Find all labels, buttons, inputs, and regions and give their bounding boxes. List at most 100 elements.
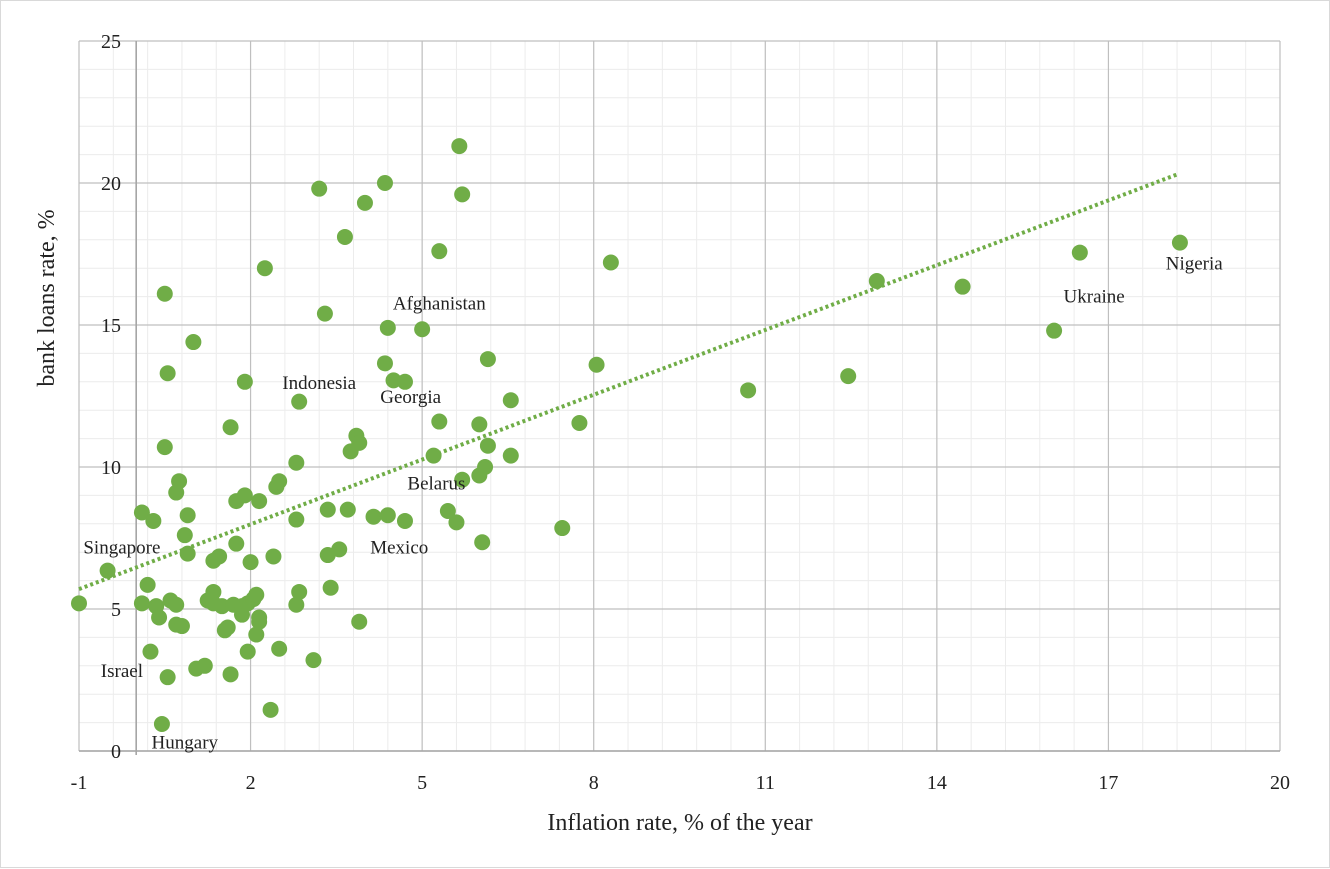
data-point xyxy=(142,643,159,660)
annotation-label: Belarus xyxy=(407,474,465,495)
data-point xyxy=(454,186,471,203)
data-point xyxy=(451,138,468,155)
data-point xyxy=(288,511,305,528)
annotation-label: Singapore xyxy=(83,538,160,559)
data-point xyxy=(571,414,588,431)
data-point xyxy=(251,493,268,510)
data-point xyxy=(222,666,239,683)
data-point xyxy=(331,541,348,558)
data-point xyxy=(396,512,413,529)
annotation-label: Israel xyxy=(101,661,143,682)
data-point xyxy=(168,484,185,501)
y-tick-label: 10 xyxy=(101,457,121,479)
data-point xyxy=(376,175,393,191)
data-point xyxy=(133,595,150,612)
data-point xyxy=(311,180,328,197)
data-point xyxy=(196,657,213,674)
data-point xyxy=(502,392,519,409)
data-point xyxy=(479,351,496,368)
data-point xyxy=(474,534,491,551)
data-point xyxy=(288,596,305,613)
x-tick-label: 14 xyxy=(927,772,947,794)
data-point xyxy=(256,260,273,277)
data-point xyxy=(185,334,202,351)
data-point xyxy=(156,285,173,302)
data-point xyxy=(248,586,265,603)
data-point xyxy=(602,254,619,271)
data-point xyxy=(316,305,333,322)
x-tick-label: 11 xyxy=(756,772,775,794)
data-point xyxy=(502,447,519,464)
data-point xyxy=(376,355,393,372)
data-point xyxy=(236,487,253,504)
data-point xyxy=(431,243,448,260)
data-point xyxy=(179,507,196,524)
x-tick-label: -1 xyxy=(71,772,88,794)
data-point xyxy=(219,619,236,636)
annotation-label: Indonesia xyxy=(282,373,356,394)
data-point xyxy=(242,554,259,571)
data-point xyxy=(248,626,265,643)
data-point xyxy=(153,716,170,733)
data-point xyxy=(414,321,431,338)
data-point xyxy=(139,576,156,593)
data-point xyxy=(554,520,571,537)
y-tick-label: 0 xyxy=(111,741,121,763)
y-axis-title: bank loans rate, % xyxy=(34,209,60,386)
data-point xyxy=(319,501,336,518)
data-point xyxy=(305,652,322,669)
data-point xyxy=(291,583,308,600)
trendline-group xyxy=(78,172,1178,591)
annotation-label: Hungary xyxy=(152,733,219,754)
data-point xyxy=(156,439,173,456)
data-point xyxy=(1171,234,1188,251)
data-point xyxy=(265,548,282,565)
data-point xyxy=(336,228,353,245)
major-gridlines xyxy=(78,40,1281,755)
x-tick-label: 17 xyxy=(1098,772,1118,794)
data-point xyxy=(351,434,368,451)
data-point xyxy=(271,473,288,490)
data-point xyxy=(271,640,288,657)
data-point xyxy=(236,373,253,390)
annotation-label: Mexico xyxy=(370,538,428,559)
data-point xyxy=(251,613,268,630)
data-point xyxy=(322,579,339,596)
data-point xyxy=(173,618,190,635)
data-point xyxy=(179,545,196,562)
data-point xyxy=(1071,244,1088,261)
data-point xyxy=(365,508,382,525)
data-point xyxy=(1046,322,1063,339)
data-point xyxy=(439,503,456,520)
annotation-label: Ukraine xyxy=(1064,286,1125,307)
x-tick-label: 5 xyxy=(417,772,427,794)
data-point xyxy=(588,356,605,373)
data-point xyxy=(168,596,185,613)
y-tick-label: 25 xyxy=(101,31,121,53)
data-point xyxy=(222,419,239,436)
data-point xyxy=(145,512,162,529)
data-point xyxy=(425,447,442,464)
x-axis-title: Inflation rate, % of the year xyxy=(547,810,812,836)
data-point xyxy=(159,365,176,382)
y-tick-label: 20 xyxy=(101,173,121,195)
data-point xyxy=(151,609,168,626)
data-point xyxy=(431,413,448,430)
y-tick-label: 15 xyxy=(101,315,121,337)
annotation-label: Georgia xyxy=(380,387,441,408)
data-point xyxy=(868,272,885,289)
data-point xyxy=(379,319,396,336)
x-tick-label: 8 xyxy=(589,772,599,794)
data-point xyxy=(448,514,465,531)
y-tick-label: 5 xyxy=(111,599,121,621)
data-point xyxy=(133,504,150,521)
data-point xyxy=(840,368,857,385)
data-point xyxy=(228,535,245,552)
data-point xyxy=(176,527,193,544)
x-tick-label: 2 xyxy=(246,772,256,794)
data-point xyxy=(262,701,279,718)
annotation-label: Afghanistan xyxy=(393,293,486,314)
minor-gridlines xyxy=(78,40,1281,752)
